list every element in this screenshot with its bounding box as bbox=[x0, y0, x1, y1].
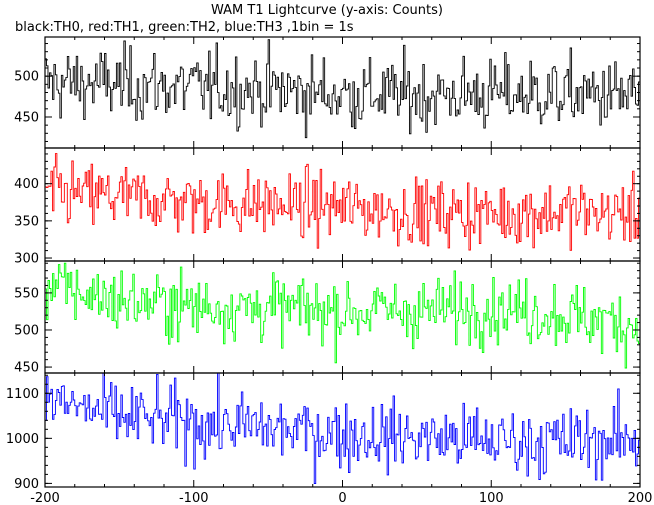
y-tick-label: 500 bbox=[14, 323, 39, 338]
y-tick-label: 1000 bbox=[6, 432, 39, 447]
panel-th0: 450 500 bbox=[14, 36, 641, 149]
y-tick-label: 450 bbox=[14, 110, 39, 125]
x-tick-label: 0 bbox=[338, 491, 346, 505]
x-tick-label: -100 bbox=[179, 491, 209, 505]
y-tick-label: 400 bbox=[14, 177, 39, 192]
x-tick-label: 100 bbox=[479, 491, 504, 505]
x-axis: -200 -100 0 100 200 bbox=[30, 491, 652, 505]
x-tick-label: -200 bbox=[30, 491, 60, 505]
y-tick-label: 350 bbox=[14, 214, 39, 229]
y-tick-label: 500 bbox=[14, 70, 39, 85]
y-tick-label: 450 bbox=[14, 361, 39, 376]
series-line-th1 bbox=[45, 153, 640, 251]
y-tick-label: 300 bbox=[14, 252, 39, 267]
y-tick-label: 1100 bbox=[6, 387, 39, 402]
chart-title: WAM T1 Lightcurve (y-axis: Counts) bbox=[211, 3, 443, 18]
panels: 450 500 300 350 400 450 500 550 900 1000 1100 bbox=[6, 36, 641, 492]
series-line-th3 bbox=[45, 373, 640, 485]
panel-th3: 900 1000 1100 bbox=[6, 372, 641, 492]
x-tick-label: 200 bbox=[628, 491, 653, 505]
chart-subtitle: black:TH0, red:TH1, green:TH2, blue:TH3 … bbox=[15, 20, 354, 35]
panel-th2: 450 500 550 bbox=[14, 260, 641, 376]
panel-th1: 300 350 400 bbox=[14, 147, 641, 267]
y-tick-label: 900 bbox=[14, 477, 39, 492]
series-line-th2 bbox=[45, 262, 640, 369]
series-line-th0 bbox=[45, 39, 640, 139]
y-tick-label: 550 bbox=[14, 286, 39, 301]
